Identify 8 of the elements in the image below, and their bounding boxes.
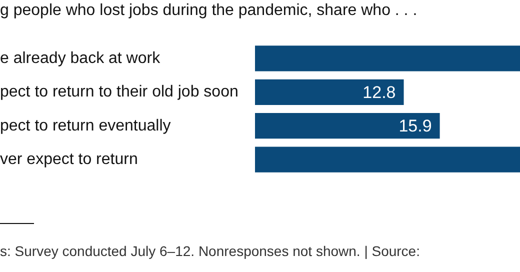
y-tick-label: e already back at work — [0, 50, 162, 67]
y-tick-label: pect to return eventually — [0, 117, 171, 134]
chart-title: g people who lost jobs during the pandemic, share who . . . — [0, 2, 418, 20]
data-label: 12.8 — [362, 82, 396, 102]
text: s: Survey conducted July 6–12. Nonresponses not shown. | Source: — [0, 243, 420, 259]
data-label: 15.9 — [398, 116, 432, 136]
y-tick-label: pect to return to their old job soon — [0, 84, 238, 101]
y-tick-label: ver expect to return — [0, 150, 138, 168]
